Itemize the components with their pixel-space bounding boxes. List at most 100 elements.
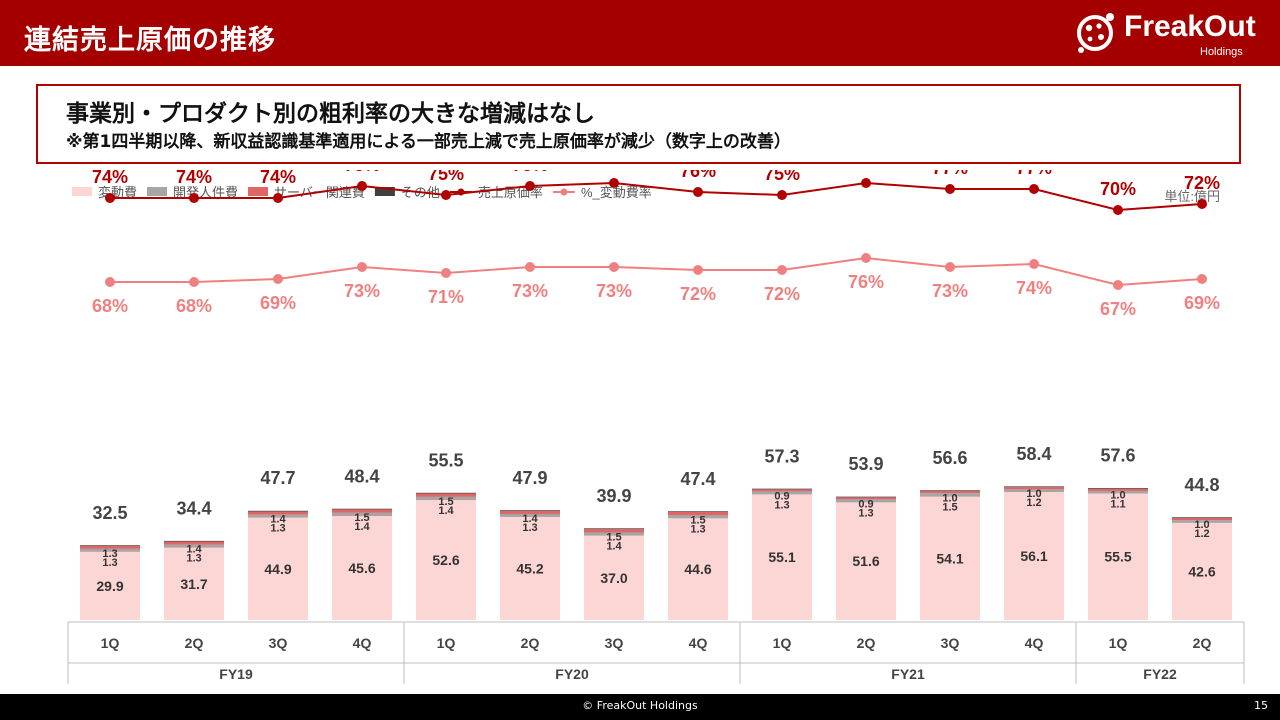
- data-label-dev: 1.3: [690, 523, 705, 535]
- series-point-cost_rate: [105, 193, 115, 203]
- series-point-variable_rate: [1197, 274, 1207, 284]
- data-label-variable_rate: 73%: [596, 281, 632, 301]
- data-label-variable_rate: 68%: [92, 296, 128, 316]
- data-label-server: 1.0: [1026, 488, 1041, 500]
- data-label-server: 1.4: [186, 544, 202, 556]
- data-label-cost_rate: 75%: [428, 170, 464, 184]
- data-label-variable_rate: 67%: [1100, 299, 1136, 319]
- bar-segment-variable: [332, 516, 392, 620]
- data-label-dev: 1.3: [270, 523, 285, 535]
- data-label-dev: 1.3: [186, 553, 201, 565]
- data-label-dev: 1.4: [354, 521, 370, 533]
- bar-segment-variable: [752, 494, 812, 620]
- bar-segment-server: [248, 511, 308, 515]
- x-tick-label: 2Q: [521, 635, 540, 651]
- brand-logo: FreakOut Holdings: [1072, 8, 1272, 62]
- data-label-total: 47.7: [260, 468, 295, 488]
- series-point-cost_rate: [1197, 199, 1207, 209]
- footer-bar: © FreakOut Holdings 15: [0, 694, 1280, 720]
- data-label-total: 56.6: [932, 448, 967, 468]
- bar-segment-dev: [920, 493, 980, 497]
- bar-segment-other: [836, 496, 896, 498]
- data-label-dev: 1.3: [102, 557, 117, 569]
- data-label-dev: 1.3: [774, 499, 789, 511]
- data-label-dev: 1.5: [942, 502, 957, 514]
- bar-segment-dev: [164, 544, 224, 548]
- legend-marker: [560, 188, 568, 196]
- data-label-server: 0.9: [774, 490, 789, 502]
- series-point-variable_rate: [273, 274, 283, 284]
- bar-segment-variable: [584, 535, 644, 620]
- data-label-total: 39.9: [596, 486, 631, 506]
- data-label-variable_rate: 71%: [428, 287, 464, 307]
- series-point-variable_rate: [945, 262, 955, 272]
- bar-segment-dev: [836, 499, 896, 503]
- bar-segment-other: [752, 488, 812, 490]
- data-label-server: 1.5: [606, 532, 621, 544]
- legend-swatch: [248, 187, 269, 196]
- x-tick-label: 3Q: [941, 635, 960, 651]
- data-label-total: 48.4: [344, 467, 379, 487]
- bar-segment-variable: [1004, 492, 1064, 620]
- series-point-cost_rate: [273, 193, 283, 203]
- data-label-server: 0.9: [858, 498, 873, 510]
- legend-label: 開発人件費: [173, 185, 238, 200]
- bar-segment-dev: [80, 548, 140, 552]
- data-label-server: 1.0: [1110, 489, 1125, 501]
- data-label-variable: 55.1: [768, 549, 795, 565]
- bar-segment-other: [164, 540, 224, 542]
- data-label-server: 1.0: [942, 493, 957, 505]
- header-bar: 連結売上原価の推移 FreakOut Holdings: [0, 0, 1280, 66]
- data-label-total: 47.9: [512, 468, 547, 488]
- series-point-cost_rate: [525, 181, 535, 191]
- data-label-server: 1.5: [690, 514, 705, 526]
- data-label-cost_rate: 76%: [680, 170, 716, 181]
- bar-segment-other: [668, 511, 728, 512]
- data-label-server: 1.3: [102, 548, 117, 560]
- x-tick-label: 1Q: [773, 635, 792, 651]
- bar-segment-variable: [164, 547, 224, 620]
- bar-segment-dev: [1172, 520, 1232, 523]
- x-tick-label: 4Q: [353, 635, 372, 651]
- data-label-variable: 37.0: [600, 570, 627, 586]
- data-label-variable_rate: 73%: [512, 281, 548, 301]
- bar-segment-variable: [1088, 493, 1148, 620]
- bar-segment-server: [836, 497, 896, 500]
- series-point-variable_rate: [105, 277, 115, 287]
- data-label-variable: 51.6: [852, 553, 879, 569]
- legend-swatch: [147, 187, 168, 196]
- bar-segment-other: [416, 492, 476, 494]
- data-label-variable: 44.6: [684, 561, 711, 577]
- data-label-total: 47.4: [680, 469, 715, 489]
- data-label-total: 57.3: [764, 446, 799, 466]
- data-label-dev: 1.3: [522, 522, 537, 534]
- data-label-variable_rate: 72%: [680, 284, 716, 304]
- bar-segment-server: [1172, 517, 1232, 521]
- bar-segment-dev: [248, 514, 308, 518]
- bar-segment-other: [248, 510, 308, 512]
- bar-segment-variable: [668, 518, 728, 620]
- bar-segment-variable: [1172, 522, 1232, 620]
- series-point-variable_rate: [861, 253, 871, 263]
- data-label-cost_rate: 74%: [176, 170, 212, 187]
- bar-segment-variable: [920, 496, 980, 620]
- data-label-variable_rate: 72%: [764, 284, 800, 304]
- data-label-cost_rate: 74%: [260, 170, 296, 187]
- data-label-cost_rate: 79%: [596, 170, 632, 172]
- series-line-variable_rate: [110, 256, 1203, 287]
- bar-segment-dev: [668, 515, 728, 519]
- series-point-cost_rate: [861, 178, 871, 188]
- series-line-cost_rate: [110, 181, 1203, 212]
- bar-segment-server: [668, 511, 728, 516]
- data-label-variable: 45.2: [516, 560, 543, 576]
- bar-segment-server: [164, 541, 224, 545]
- bar-segment-dev: [332, 512, 392, 517]
- data-label-server: 1.5: [354, 512, 369, 524]
- bar-segment-other: [1004, 486, 1064, 488]
- series-point-variable_rate: [441, 268, 451, 278]
- data-label-total: 32.5: [92, 503, 127, 523]
- page-number: 15: [1254, 699, 1268, 712]
- bar-segment-other: [584, 528, 644, 530]
- bar-segment-dev: [1088, 490, 1148, 494]
- data-label-variable_rate: 69%: [1184, 293, 1220, 313]
